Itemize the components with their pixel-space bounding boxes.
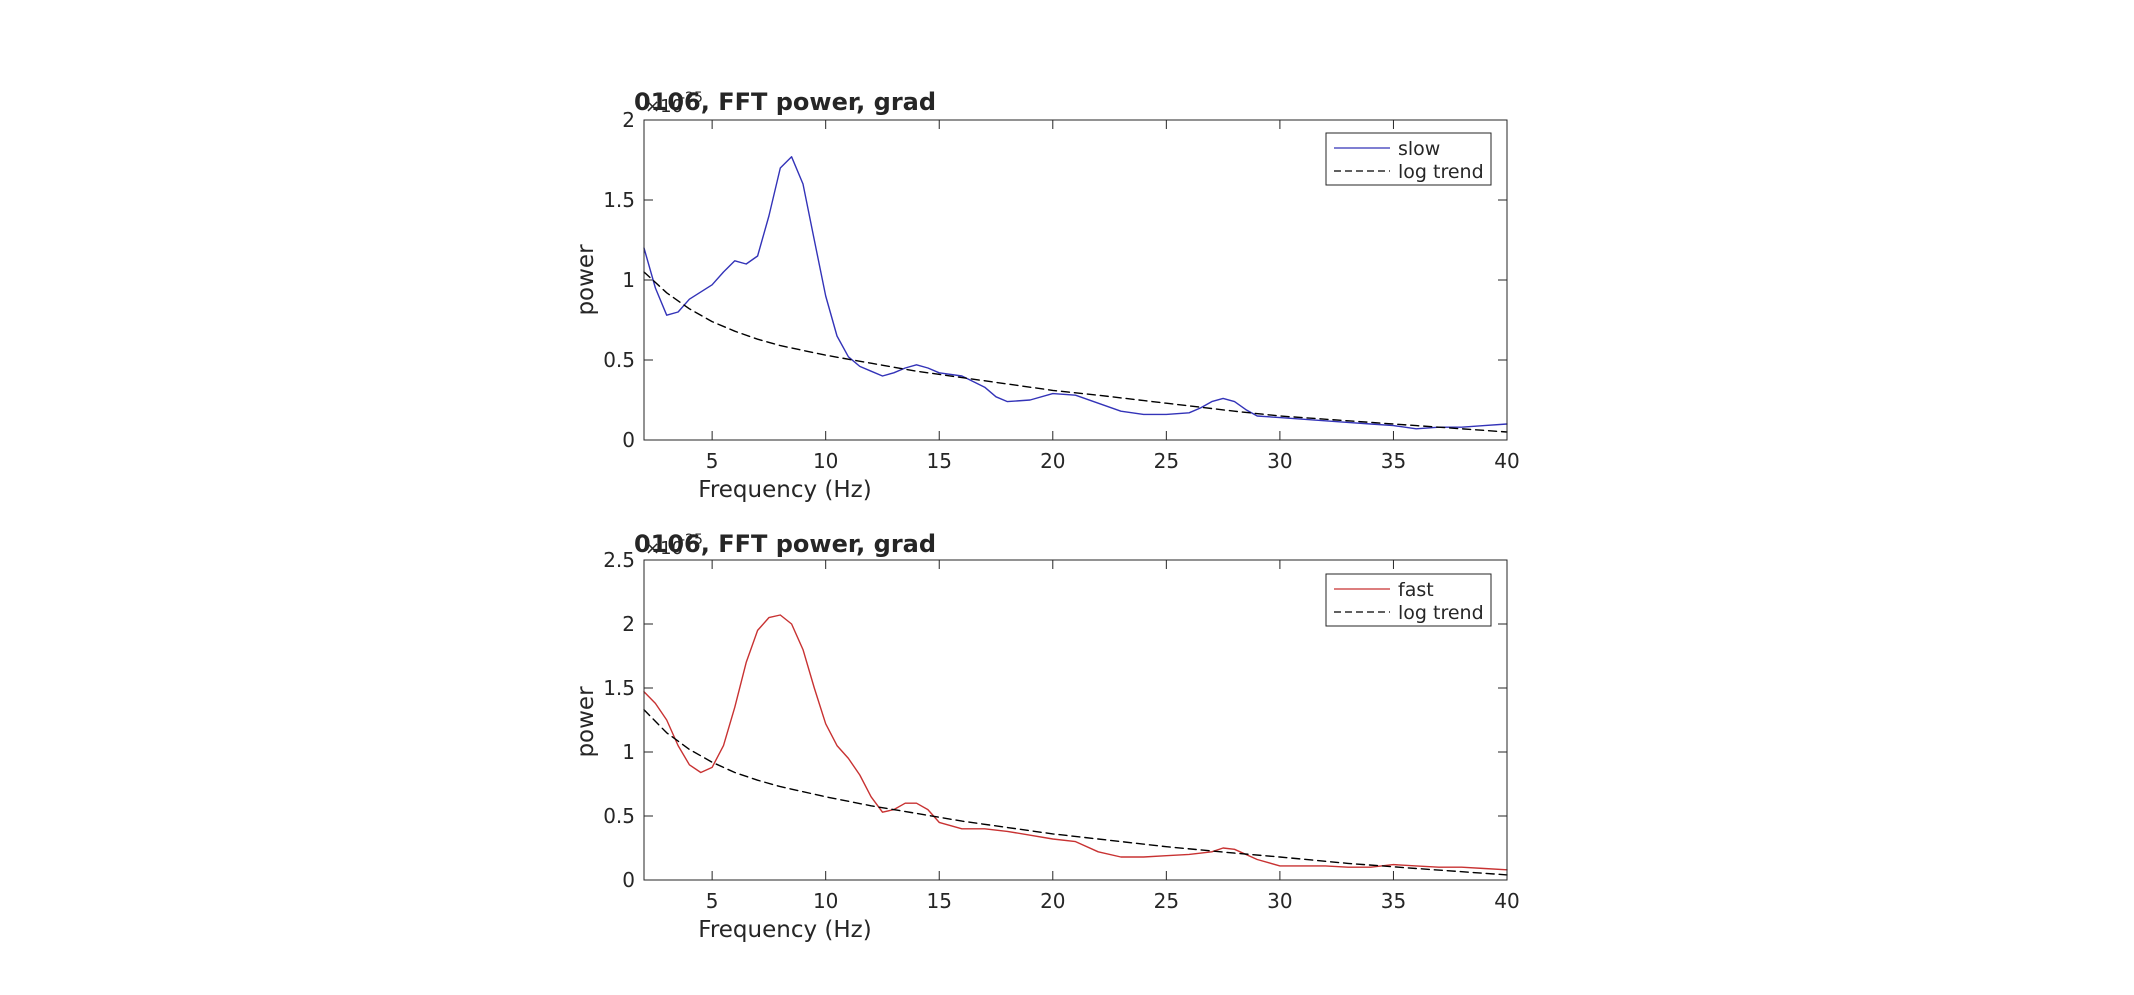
- x-tick-label: 40: [1494, 889, 1519, 913]
- y-tick-label: 0.5: [603, 348, 635, 372]
- x-tick-label: 35: [1381, 449, 1406, 473]
- chart-title: 0106, FFT power, grad: [634, 88, 936, 116]
- legend-entry-slow: slow: [1398, 138, 1440, 160]
- x-axis-label: Frequency (Hz): [698, 917, 871, 943]
- x-tick-label: 20: [1040, 449, 1065, 473]
- y-tick-label: 2: [622, 108, 635, 132]
- series-line-log-trend: [643, 709, 1508, 876]
- y-tick-label: 1: [622, 268, 635, 292]
- x-tick-label: 30: [1267, 449, 1292, 473]
- x-tick-label: 5: [706, 889, 719, 913]
- chart-panel-fast: 0106, FFT power, grad Frequency (Hz) pow…: [573, 530, 1520, 943]
- chart-title: 0106, FFT power, grad: [634, 530, 936, 558]
- x-tick-label: 20: [1040, 889, 1065, 913]
- x-tick-label: 35: [1381, 889, 1406, 913]
- y-axis-label: power: [573, 686, 599, 758]
- axes-box: [643, 559, 1508, 881]
- x-tick-label: 25: [1154, 889, 1179, 913]
- y-tick-label: 2.5: [603, 548, 635, 572]
- x-axis-label: Frequency (Hz): [698, 477, 871, 503]
- svg-text:×10: ×10: [645, 96, 683, 117]
- plot-lines: [643, 156, 1508, 433]
- x-tick-label: 15: [927, 889, 952, 913]
- x-tick-label: 40: [1494, 449, 1519, 473]
- x-tick-label: 30: [1267, 889, 1292, 913]
- x-tick-label: 25: [1154, 449, 1179, 473]
- y-exponent-label: ×10 -25: [645, 90, 703, 117]
- x-tick-label: 10: [813, 449, 838, 473]
- series-line-log-trend: [643, 271, 1508, 433]
- series-line-fast: [643, 614, 1508, 871]
- x-tick-label: 10: [813, 889, 838, 913]
- y-exponent-label: ×10 -25: [645, 532, 703, 559]
- y-tick-label: 0: [622, 428, 635, 452]
- y-tick-label: 0.5: [603, 804, 635, 828]
- legend: fast log trend: [1325, 573, 1492, 627]
- svg-text:×10: ×10: [645, 538, 683, 559]
- y-exponent-value: -25: [680, 532, 703, 548]
- y-tick-label: 0: [622, 868, 635, 892]
- legend-entry-log-trend: log trend: [1398, 602, 1484, 624]
- axis-ticks: 5 10 15 20 25 30 35 40 0 0.5 1 1.5 2: [603, 108, 1520, 473]
- legend-box: [1325, 573, 1492, 627]
- legend-entry-log-trend: log trend: [1398, 161, 1484, 183]
- chart-panel-slow: 0106, FFT power, grad Frequency (Hz) pow…: [573, 88, 1520, 503]
- y-tick-label: 1: [622, 740, 635, 764]
- x-tick-label: 15: [927, 449, 952, 473]
- axes-box: [643, 119, 1508, 441]
- plot-lines: [643, 614, 1508, 876]
- legend: slow log trend: [1325, 132, 1492, 186]
- y-tick-label: 1.5: [603, 676, 635, 700]
- legend-box: [1325, 132, 1492, 186]
- y-tick-label: 2: [622, 612, 635, 636]
- legend-entry-fast: fast: [1398, 579, 1434, 601]
- y-axis-label: power: [573, 244, 599, 316]
- axis-ticks: 5 10 15 20 25 30 35 40 0 0.5 1 1.5 2 2.5: [603, 548, 1520, 913]
- series-line-slow: [643, 156, 1508, 430]
- y-exponent-value: -25: [680, 90, 703, 106]
- x-tick-label: 5: [706, 449, 719, 473]
- y-tick-label: 1.5: [603, 188, 635, 212]
